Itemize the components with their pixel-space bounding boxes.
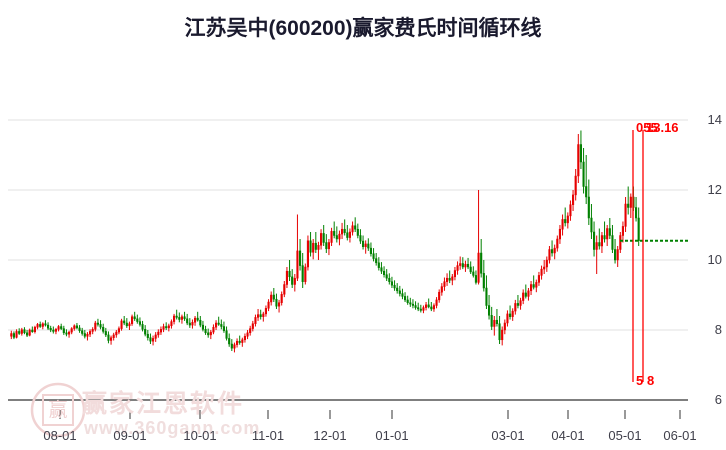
fib-time-cycle-lines[interactable] bbox=[632, 130, 644, 382]
x-tick-marks bbox=[59, 410, 681, 419]
cycle-label-bottom-b: 8 bbox=[647, 373, 655, 388]
y-tick-label: 10 bbox=[707, 252, 722, 267]
y-tick-label: 8 bbox=[714, 322, 722, 337]
x-tick-label: 06-01 bbox=[663, 428, 697, 443]
x-tick-label: 10-01 bbox=[183, 428, 217, 443]
x-tick-label: 08-01 bbox=[43, 428, 77, 443]
y-tick-label: 6 bbox=[714, 392, 722, 407]
cycle-label-top-b: 13.16 bbox=[646, 120, 679, 135]
candle-series bbox=[10, 130, 640, 353]
x-tick-label: 01-01 bbox=[375, 428, 409, 443]
x-tick-label: 11-01 bbox=[251, 428, 285, 443]
gridlines bbox=[8, 119, 688, 401]
x-tick-label: 05-01 bbox=[608, 428, 642, 443]
page-title: 江苏吴中(600200)赢家费氏时间循环线 bbox=[184, 17, 542, 40]
x-tick-label: 09-01 bbox=[113, 428, 147, 443]
x-tick-label: 12-01 bbox=[313, 428, 347, 443]
cycle-label-bottom-a: 5 bbox=[636, 373, 644, 388]
y-tick-label: 12 bbox=[707, 182, 722, 197]
x-tick-label: 04-01 bbox=[551, 428, 585, 443]
x-tick-label: 03-01 bbox=[491, 428, 525, 443]
cycle-label-top-a: 055 bbox=[636, 120, 658, 135]
y-tick-label: 14 bbox=[707, 112, 722, 127]
